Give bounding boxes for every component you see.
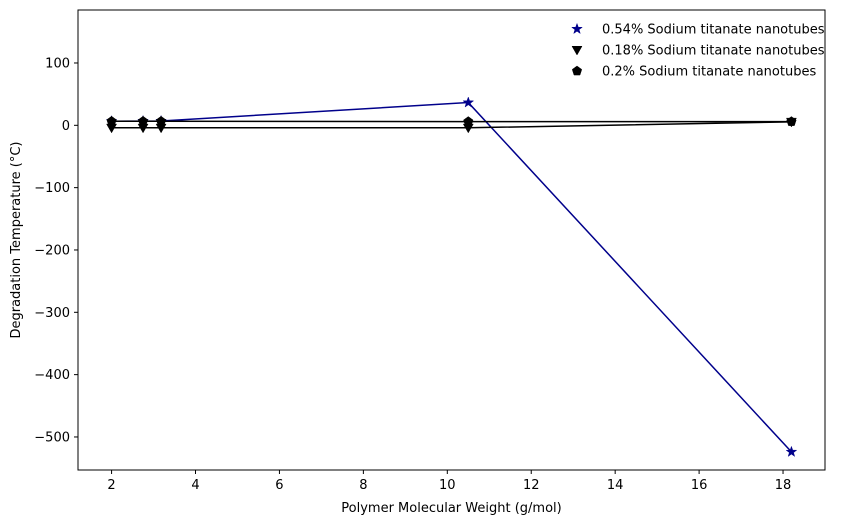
legend-label-2: 0.2% Sodium titanate nanotubes xyxy=(602,65,816,80)
x-tick-label: 10 xyxy=(439,478,456,493)
x-axis: 2 4 6 8 10 12 14 16 18 xyxy=(107,470,791,493)
x-tick-label: 14 xyxy=(607,478,624,493)
legend-marker-1 xyxy=(571,46,583,56)
x-tick-label: 12 xyxy=(523,478,540,493)
data-point-2-2 xyxy=(156,115,167,126)
data-point-0-3 xyxy=(462,96,475,108)
y-tick-label: −200 xyxy=(34,243,70,258)
series-line-0 xyxy=(111,101,792,453)
legend-marker-0 xyxy=(571,22,583,35)
series-line-1 xyxy=(111,121,792,129)
y-tick-label: 100 xyxy=(45,56,70,71)
x-tick-label: 2 xyxy=(107,478,115,493)
y-tick-label: −300 xyxy=(34,306,70,321)
legend-label-0: 0.54% Sodium titanate nanotubes xyxy=(602,23,825,38)
legend-label-1: 0.18% Sodium titanate nanotubes xyxy=(602,44,825,59)
y-axis: 100 0 −100 −200 −300 −400 −500 xyxy=(34,56,78,445)
y-axis-label: Degradation Temperature (°C) xyxy=(9,141,24,338)
x-tick-label: 18 xyxy=(775,478,792,493)
plot-frame xyxy=(77,9,826,471)
y-tick-label: 0 xyxy=(62,119,70,134)
x-tick-label: 16 xyxy=(691,478,708,493)
y-tick-label: −100 xyxy=(34,181,70,196)
legend: 0.54% Sodium titanate nanotubes 0.18% Sod… xyxy=(571,22,825,80)
data-point-2-0 xyxy=(106,115,117,126)
y-tick-label: −500 xyxy=(34,430,70,445)
data-point-2-4 xyxy=(786,116,797,126)
data-point-0-4 xyxy=(785,445,798,457)
plot-content xyxy=(105,96,798,457)
x-axis-label: Polymer Molecular Weight (g/mol) xyxy=(341,501,561,516)
data-point-2-1 xyxy=(137,115,149,126)
y-tick-label: −400 xyxy=(34,368,70,383)
x-tick-label: 6 xyxy=(275,478,283,493)
x-tick-label: 8 xyxy=(359,478,367,493)
x-tick-label: 4 xyxy=(191,478,199,493)
data-point-2-3 xyxy=(463,116,474,126)
legend-marker-2 xyxy=(571,65,583,76)
